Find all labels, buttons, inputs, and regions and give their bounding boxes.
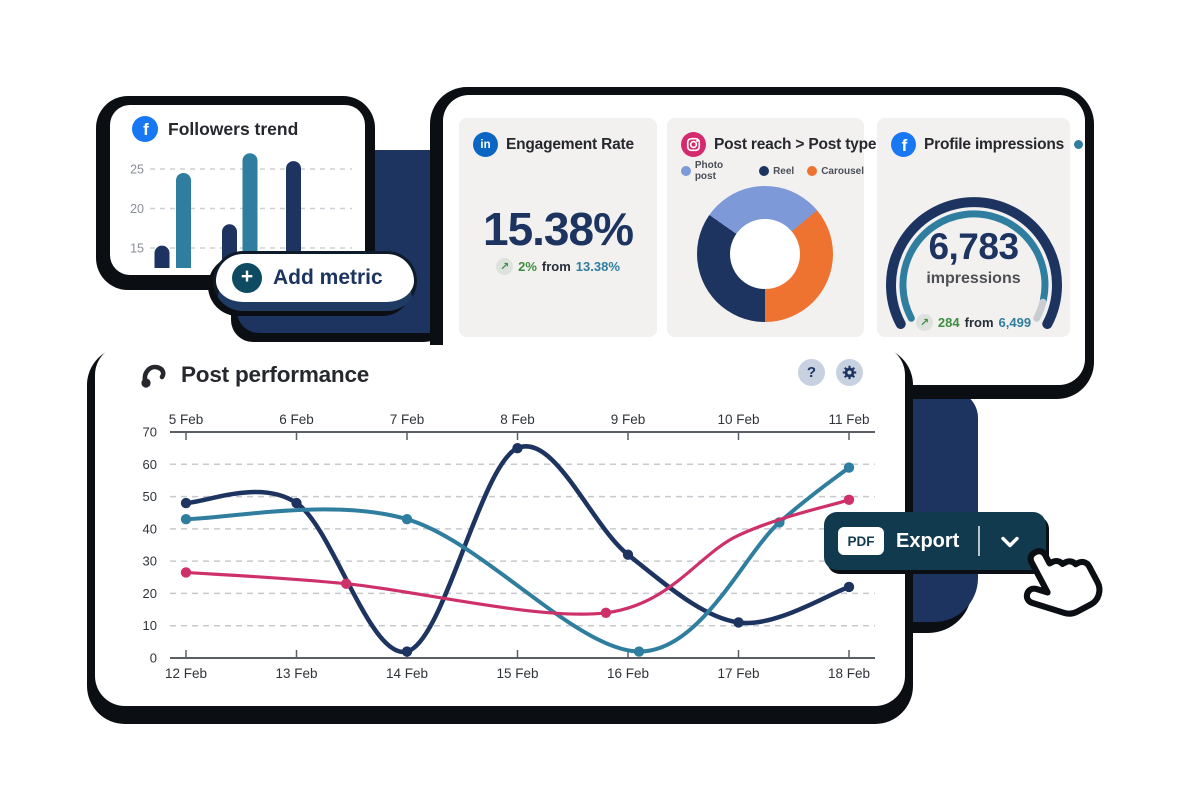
- from-label: from: [541, 259, 571, 274]
- legend-dot-icon: [681, 166, 691, 176]
- svg-text:17 Feb: 17 Feb: [717, 666, 759, 681]
- svg-text:25: 25: [130, 163, 144, 177]
- legend-dot-icon: [759, 166, 770, 176]
- metrics-card: in Engagement Rate 15.38% ↗ 2% from 13.3…: [443, 95, 1085, 385]
- svg-text:14 Feb: 14 Feb: [386, 666, 428, 681]
- svg-text:15: 15: [130, 242, 144, 256]
- svg-text:8 Feb: 8 Feb: [500, 412, 535, 427]
- engagement-delta: 2%: [518, 259, 537, 274]
- engagement-title: Engagement Rate: [506, 135, 634, 153]
- facebook-icon: f: [891, 132, 916, 157]
- impressions-previous: 6,499: [998, 315, 1032, 330]
- svg-text:9 Feb: 9 Feb: [611, 412, 646, 427]
- legend-dot-icon: [807, 166, 818, 176]
- svg-text:12 Feb: 12 Feb: [165, 666, 207, 681]
- profile-impressions-tile: f Profile impressions 6,783 impressions …: [877, 118, 1084, 337]
- svg-text:0: 0: [150, 651, 157, 666]
- svg-text:20: 20: [143, 586, 157, 601]
- help-button[interactable]: ?: [798, 359, 825, 386]
- impressions-gauge-chart: [886, 197, 1062, 329]
- legend-item: Photo post: [681, 160, 746, 182]
- impressions-title: Profile impressions: [924, 135, 1065, 153]
- facebook-icon: f: [132, 116, 158, 142]
- followers-bar-chart: 25 20 15: [130, 153, 352, 268]
- svg-text:10: 10: [143, 618, 157, 633]
- donut-hole: [730, 219, 800, 289]
- svg-text:60: 60: [143, 457, 157, 472]
- post-reach-title: Post reach > Post type: [714, 135, 877, 153]
- trend-up-icon: ↗: [496, 258, 514, 275]
- post-performance-title: Post performance: [181, 362, 370, 387]
- metricool-swoosh-icon: [139, 361, 167, 389]
- linkedin-icon: in: [473, 132, 498, 157]
- cursor-hand-icon: [1023, 548, 1103, 617]
- legend-item: Carousel: [807, 166, 864, 177]
- svg-text:5 Feb: 5 Feb: [169, 412, 204, 427]
- impressions-delta-row: ↗ 284 from 6,499: [877, 314, 1070, 331]
- impressions-delta: 284: [937, 315, 960, 330]
- divider: [978, 526, 980, 556]
- plus-icon: +: [232, 263, 262, 293]
- post-reach-tile: Post reach > Post type Photo post Reel Car…: [667, 118, 876, 337]
- impressions-unit: impressions: [926, 270, 1021, 287]
- export-label: Export: [896, 529, 960, 552]
- add-metric-button[interactable]: + Add metric: [213, 251, 417, 311]
- svg-text:16 Feb: 16 Feb: [607, 666, 649, 681]
- chevron-down-icon[interactable]: [1000, 536, 1020, 548]
- svg-text:6 Feb: 6 Feb: [279, 412, 314, 427]
- svg-text:18 Feb: 18 Feb: [828, 666, 870, 681]
- engagement-value: 15.38%: [482, 203, 634, 255]
- impressions-value: 6,783: [928, 226, 1019, 267]
- svg-text:7 Feb: 7 Feb: [390, 412, 425, 427]
- svg-text:20: 20: [130, 202, 144, 216]
- svg-text:10 Feb: 10 Feb: [717, 412, 759, 427]
- svg-text:70: 70: [143, 425, 157, 440]
- post-performance-line-chart: 0 10 20 30 40 50 60 70 5 Feb 6 Feb 7 Feb 8 Feb 9 Feb…: [143, 412, 875, 681]
- teal-dot-icon: [1074, 140, 1084, 149]
- svg-text:40: 40: [143, 521, 157, 536]
- svg-text:11 Feb: 11 Feb: [828, 412, 869, 427]
- post-performance-card: Post performance ? 0 10 20 30 40 50 60 70 5 Feb 6…: [95, 345, 905, 706]
- engagement-delta-row: ↗ 2% from 13.38%: [459, 258, 657, 275]
- export-button[interactable]: PDF Export: [824, 512, 1046, 570]
- donut-legend: Photo post Reel Carousel: [681, 160, 864, 182]
- pdf-badge: PDF: [838, 527, 884, 555]
- followers-trend-card: f Followers trend 25 20 15: [110, 105, 365, 275]
- from-label: from: [964, 315, 994, 330]
- instagram-icon: [681, 132, 706, 157]
- post-type-donut-chart: [697, 186, 833, 322]
- followers-title: Followers trend: [168, 118, 299, 139]
- trend-up-icon: ↗: [915, 314, 933, 331]
- svg-text:13 Feb: 13 Feb: [275, 666, 317, 681]
- legend-item: Reel: [759, 166, 794, 177]
- gear-icon: [842, 365, 857, 380]
- svg-text:30: 30: [143, 554, 157, 569]
- add-metric-label: Add metric: [273, 266, 383, 289]
- engagement-rate-tile: in Engagement Rate 15.38% ↗ 2% from 13.3…: [459, 118, 657, 337]
- engagement-previous: 13.38%: [575, 259, 620, 274]
- settings-button[interactable]: [836, 359, 863, 386]
- svg-text:15 Feb: 15 Feb: [496, 666, 538, 681]
- svg-text:50: 50: [143, 489, 157, 504]
